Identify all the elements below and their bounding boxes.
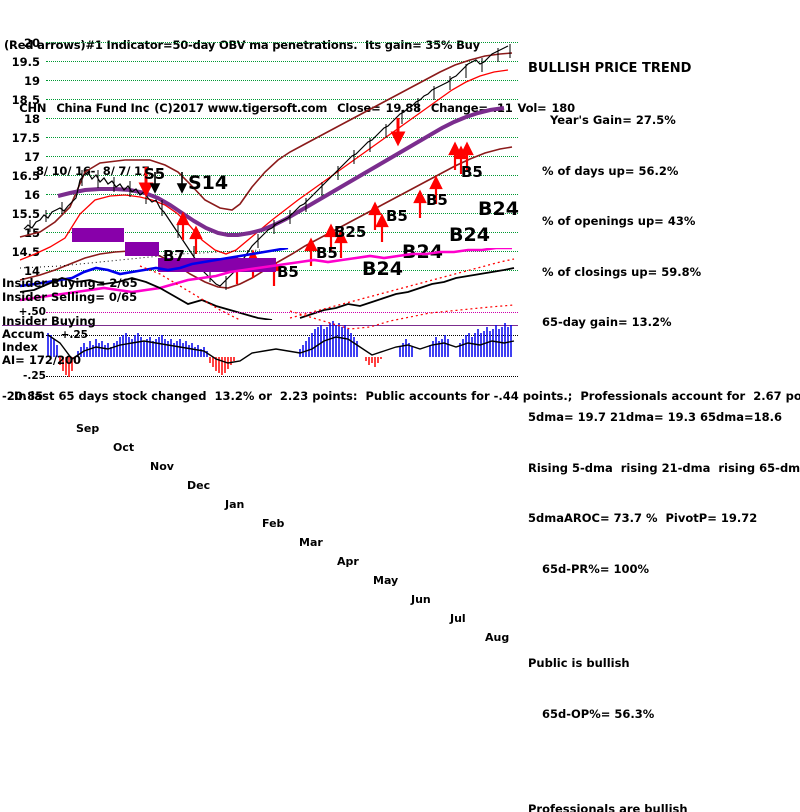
- gridline-plus-50: [46, 312, 518, 313]
- y-axis-label: 15.5: [11, 207, 40, 221]
- accum-title-line3: Index: [2, 340, 38, 354]
- indicator-axis-label: +.50: [18, 306, 46, 318]
- chart-annotation-s5: S5: [144, 165, 166, 183]
- month-label: Jul: [450, 612, 466, 625]
- op65-row: 65d-OP%= 56.3%: [542, 706, 655, 721]
- accum-reference-line: [2, 325, 518, 326]
- chart-annotation-b24: B24: [478, 198, 519, 220]
- indicator-axis-label: +.25: [60, 329, 88, 341]
- y-axis-label: 19.5: [11, 55, 40, 69]
- accum-index-value: AI= 172/200: [2, 353, 82, 367]
- years-gain-row: Year's Gain= 27.5%: [550, 113, 676, 127]
- chart-annotation-s14: S14: [188, 172, 229, 194]
- gridline-15.5: [46, 213, 518, 214]
- chart-annotation-b5: B5: [386, 207, 408, 225]
- accum-title-line1: Insider Buying: [2, 314, 96, 328]
- overlapping-y-label: -20.85: [2, 389, 44, 403]
- ticker-symbol: CHN: [19, 101, 47, 115]
- y-axis-label: 17: [23, 150, 40, 164]
- gridline-16.5: [46, 175, 518, 176]
- y-axis-label: 19: [23, 74, 40, 88]
- days-up-row: % of days up= 56.2%: [542, 163, 679, 178]
- month-label: May: [373, 574, 399, 587]
- analysis-panel: BULLISH PRICE TREND Year's Gain= 27.5% %…: [528, 24, 800, 812]
- gridline-14.5: [46, 251, 518, 252]
- closings-up-row: % of closings up= 59.8%: [542, 264, 702, 279]
- month-label: Aug: [485, 631, 510, 644]
- chart-annotation-b5: B5: [316, 244, 338, 262]
- price-chart[interactable]: 20 19.5 19 18.5 18 17.5 17 16.5 16 15.5 …: [0, 32, 519, 382]
- aroc-pivot-row: 5dmaAROC= 73.7 % PivotP= 19.72: [528, 511, 758, 526]
- y-axis-label: 20: [23, 36, 40, 50]
- gridline-19.5: [46, 61, 518, 62]
- public-sentiment-row: Public is bullish: [528, 656, 630, 671]
- month-label: Nov: [150, 460, 174, 473]
- gridline-15: [46, 232, 518, 233]
- spacer: [528, 613, 800, 619]
- spacer: [528, 759, 800, 765]
- insider-selling-label: Insider Selling= 0/65: [2, 290, 138, 304]
- gridline-plus-25: [46, 335, 518, 336]
- month-label: Dec: [187, 479, 211, 492]
- gridline-17.5: [46, 137, 518, 138]
- gridline-16: [46, 194, 518, 195]
- header-quote-line: CHN China Fund Inc (C)2017 www.tigersoft.c…: [4, 90, 575, 128]
- chart-plot-svg: [19, 44, 513, 290]
- gridline-18: [46, 118, 518, 119]
- rising-mas-row: Rising 5-dma rising 21-dma rising 65-dma: [528, 460, 800, 475]
- chart-annotation-b5: B5: [426, 191, 448, 209]
- prof-sentiment-row: Professionals are bullish: [528, 801, 688, 812]
- openings-up-row: % of openings up= 43%: [542, 214, 696, 229]
- gridline-19: [46, 80, 518, 81]
- spacer: [528, 367, 800, 373]
- gain-65day-row: 65-day gain= 13.2%: [542, 315, 672, 330]
- volume-value: 180: [551, 101, 576, 115]
- status-bar-text: In last 65 days stock changed 13.2% or 2…: [14, 389, 800, 403]
- chart-annotation-b24: B24: [449, 224, 490, 246]
- accumulation-histogram-svg: [47, 304, 515, 377]
- accum-title-line2: Accum: [2, 327, 45, 341]
- close-value: 19.88: [385, 101, 422, 115]
- indicator-axis-label: -.25: [23, 370, 46, 382]
- gridline-minus-25: [46, 376, 518, 377]
- volume-label: Vol=: [517, 101, 547, 115]
- gridline-18.5: [46, 99, 518, 100]
- month-label: Mar: [299, 536, 323, 549]
- chart-annotation-b24: B24: [362, 258, 403, 280]
- y-axis-label: 16: [23, 188, 40, 202]
- y-axis-label: 18: [23, 112, 40, 126]
- month-label: Apr: [337, 555, 359, 568]
- pr65-row: 65d-PR%= 100%: [542, 561, 649, 576]
- insider-buying-label: Insider Buying= 2/65: [2, 276, 138, 290]
- month-label: Jun: [411, 593, 431, 606]
- y-axis-label: 17.5: [11, 131, 40, 145]
- header-indicator-line: (Red arrows)#1 Indicator=50-day OBV ma p…: [4, 38, 480, 52]
- y-axis-label: 15: [23, 226, 40, 240]
- chart-annotation-b24: B24: [402, 241, 443, 263]
- gridline-14: [46, 270, 518, 271]
- close-label: Close=: [337, 101, 381, 115]
- moving-averages-row: 5dma= 19.7 21dma= 19.3 65dma=18.6: [528, 409, 782, 424]
- month-label: Sep: [76, 422, 100, 435]
- month-label: Feb: [262, 517, 285, 530]
- chart-annotation-b5: B5: [277, 263, 299, 281]
- chart-annotation-b7: B7: [163, 247, 185, 265]
- chart-annotation-b5: B5: [461, 163, 483, 181]
- y-axis-label: 18.5: [11, 93, 40, 107]
- chart-header: (Red arrows)#1 Indicator=50-day OBV ma p…: [4, 1, 575, 197]
- company-name: China Fund Inc: [56, 101, 150, 115]
- closing-power-obv-pane[interactable]: [0, 248, 518, 320]
- y-axis-label: 16.5: [11, 169, 40, 183]
- change-label: Change=: [430, 101, 488, 115]
- month-label: Jan: [225, 498, 245, 511]
- accumulation-index-pane[interactable]: +.50 +.25 -.25: [0, 303, 520, 385]
- month-label: Oct: [113, 441, 135, 454]
- copyright-notice: (C)2017 www.tigersoft.com: [154, 101, 328, 115]
- chart-annotation-b25: B25: [334, 223, 367, 241]
- gridline-20: [46, 42, 518, 43]
- panel-title: BULLISH PRICE TREND: [528, 61, 692, 76]
